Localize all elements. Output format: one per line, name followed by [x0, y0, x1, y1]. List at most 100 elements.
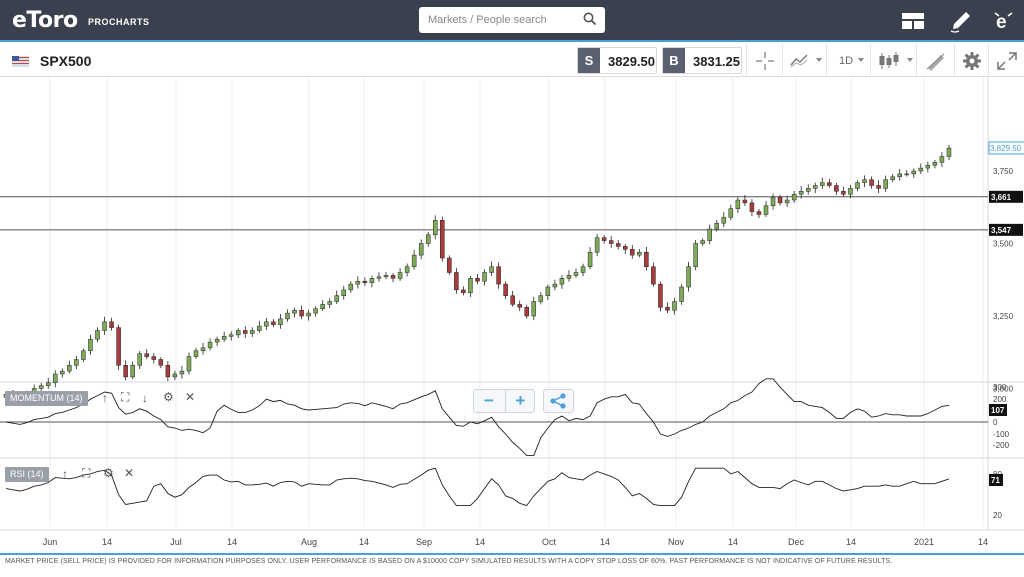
- sell-price-button[interactable]: S 3829.50: [577, 47, 657, 74]
- candle-body: [805, 188, 811, 192]
- move-up-icon[interactable]: ↑: [102, 391, 108, 405]
- etoro-e-icon[interactable]: e: [990, 7, 1018, 35]
- search-box[interactable]: [419, 7, 605, 33]
- candle-body: [841, 191, 846, 195]
- candle-body: [517, 304, 522, 308]
- candle-body: [327, 301, 332, 305]
- zoom-controls: − +: [473, 389, 535, 413]
- candle-body: [221, 336, 227, 340]
- share-button[interactable]: [543, 389, 574, 413]
- fullscreen-icon: [997, 52, 1017, 70]
- candle-body: [644, 251, 649, 267]
- pencil-icon[interactable]: [947, 7, 975, 35]
- candle-body: [172, 373, 178, 378]
- candle-body: [151, 356, 157, 360]
- candle-body: [798, 191, 804, 195]
- layout-icon[interactable]: [899, 7, 927, 35]
- rsi-indicator-label[interactable]: RSI (14): [5, 467, 49, 482]
- maximize-icon[interactable]: ⛶: [82, 466, 91, 480]
- gear-icon[interactable]: ⚙: [163, 390, 174, 404]
- fullscreen-button[interactable]: [988, 44, 1024, 77]
- candle-body: [440, 220, 445, 259]
- candle-body: [594, 237, 600, 253]
- buy-tag: B: [663, 48, 685, 73]
- zoom-out-button[interactable]: −: [484, 391, 494, 410]
- momentum-tick-label: -200: [993, 441, 1010, 450]
- crosshair-button[interactable]: [746, 44, 782, 77]
- candle-body: [679, 286, 684, 302]
- candle-body: [496, 266, 501, 285]
- time-axis-label: Jun: [43, 537, 58, 547]
- candle-style-button[interactable]: [870, 44, 916, 77]
- time-axis-label: Sep: [416, 537, 432, 547]
- candle-body: [939, 156, 945, 163]
- search-icon[interactable]: [583, 12, 597, 26]
- momentum-tick-label: 0: [993, 418, 998, 427]
- candle-body: [904, 173, 909, 176]
- current-price-label: 3,829.50: [990, 144, 1022, 153]
- chart-type-button[interactable]: [782, 44, 826, 77]
- candle-body: [243, 330, 248, 334]
- move-up-icon[interactable]: ↑: [62, 467, 68, 481]
- candle-body: [475, 278, 480, 282]
- candle-body: [601, 237, 607, 241]
- horizontal-lines: 3,661 3,547: [0, 190, 1023, 236]
- momentum-value-label: 107: [991, 406, 1005, 415]
- candle-body: [707, 228, 712, 241]
- timeframe-button[interactable]: 1D: [826, 44, 870, 77]
- chart-area[interactable]: 3,661 3,547 3,750 3,500 3,250 3,000 3,829.50 …: [0, 77, 1024, 553]
- horizontal-line-badge: [989, 223, 1023, 236]
- instrument-symbol[interactable]: SPX500: [40, 53, 92, 69]
- candle-body: [693, 243, 698, 267]
- candle-body: [95, 330, 100, 340]
- momentum-indicator-label[interactable]: MOMENTUM (14): [5, 391, 88, 406]
- close-icon[interactable]: ✕: [124, 466, 135, 480]
- buy-price-button[interactable]: B 3831.25: [662, 47, 742, 74]
- candle-body: [38, 385, 44, 389]
- settings-button[interactable]: [954, 44, 988, 77]
- candle-body: [714, 222, 719, 230]
- sell-tag: S: [578, 48, 600, 73]
- candle-body: [665, 307, 670, 311]
- candle-body: [362, 280, 368, 283]
- time-axis-label: Dec: [788, 537, 805, 547]
- gear-icon[interactable]: ⚙: [103, 466, 114, 480]
- candle-body: [179, 370, 185, 375]
- candle-body: [74, 359, 79, 366]
- candle-body: [186, 356, 192, 372]
- candle-body: [608, 240, 614, 244]
- candle-body: [686, 266, 691, 288]
- candle-body: [355, 280, 361, 285]
- buy-price: 3831.25: [693, 54, 740, 69]
- move-down-icon[interactable]: ↓: [142, 391, 148, 405]
- time-axis-label: Nov: [668, 537, 685, 547]
- etoro-logo[interactable]: eToro: [12, 8, 78, 33]
- candle-body: [299, 309, 304, 317]
- candle-body: [313, 308, 318, 314]
- rsi-value-label: 71: [991, 476, 1000, 485]
- svg-text:e: e: [996, 12, 1007, 33]
- rsi-value-badge: [989, 474, 1003, 486]
- candle-body: [468, 278, 473, 294]
- candle-body: [88, 338, 93, 352]
- time-axis-label: 14: [359, 537, 369, 547]
- candle-body: [60, 370, 65, 375]
- candle-body: [615, 243, 621, 247]
- time-axis-label: Oct: [542, 537, 557, 547]
- candle-body: [777, 196, 783, 204]
- search-input[interactable]: [428, 8, 578, 32]
- candle-body: [306, 312, 311, 317]
- time-axis-label: 14: [728, 537, 738, 547]
- candle-body: [742, 199, 748, 204]
- zoom-in-button[interactable]: +: [505, 390, 535, 412]
- candle-body: [447, 257, 452, 273]
- close-icon[interactable]: ✕: [185, 390, 196, 404]
- candle-body: [102, 321, 107, 331]
- candle-body: [411, 254, 417, 267]
- time-axis-label: Aug: [301, 537, 317, 547]
- drawing-tools-button[interactable]: [916, 44, 954, 77]
- candle-body: [538, 295, 544, 302]
- maximize-icon[interactable]: ⛶: [121, 390, 130, 404]
